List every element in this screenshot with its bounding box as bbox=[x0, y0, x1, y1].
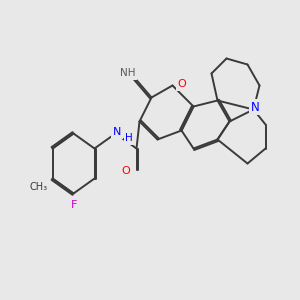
Text: H: H bbox=[125, 133, 133, 143]
Text: O: O bbox=[178, 79, 187, 89]
Text: O: O bbox=[122, 166, 130, 176]
Text: NH: NH bbox=[120, 68, 135, 79]
Text: CH₃: CH₃ bbox=[30, 182, 48, 193]
Text: F: F bbox=[71, 200, 77, 210]
Text: N: N bbox=[250, 100, 260, 114]
Text: N: N bbox=[113, 127, 121, 137]
